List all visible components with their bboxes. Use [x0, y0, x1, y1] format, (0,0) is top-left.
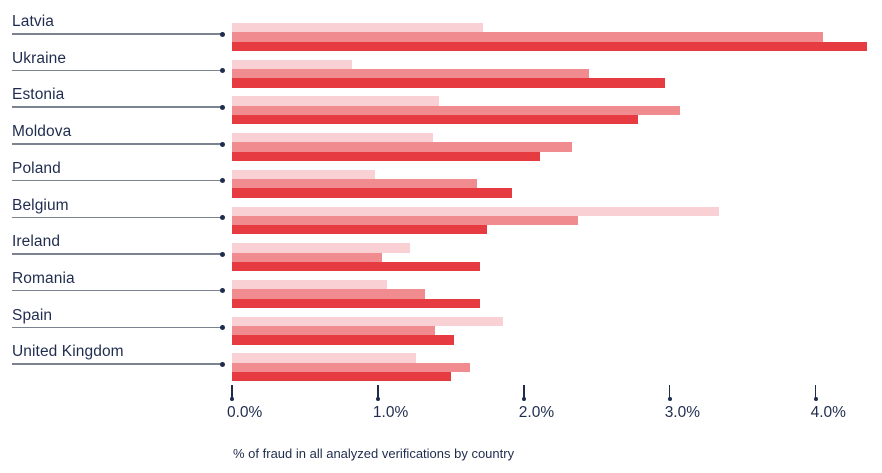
bar-medium-pink-series-estonia	[232, 105, 680, 116]
axis-tick-dot-icon	[813, 397, 818, 401]
bar-light-pink-series-belgium	[232, 206, 720, 216]
axis-tick	[523, 385, 525, 398]
bar-medium-pink-series-ireland	[232, 252, 383, 262]
bar-medium-pink-series-moldova	[232, 142, 572, 152]
leader-line	[12, 106, 222, 108]
bar-dark-red-series-poland	[232, 188, 513, 198]
bar-medium-pink-series-belgium	[232, 215, 578, 226]
bar-dark-red-series-estonia	[232, 115, 638, 125]
bar-medium-pink-series-spain	[232, 325, 435, 336]
bar-dark-red-series-united-kingdom	[232, 371, 451, 382]
leader-line	[12, 33, 222, 35]
bar-medium-pink-series-romania	[232, 289, 425, 299]
axis-tick-label: 0.0%	[227, 404, 263, 421]
bar-dark-red-series-romania	[232, 298, 481, 308]
bar-dark-red-series-latvia	[232, 41, 867, 51]
axis-tick	[377, 385, 379, 398]
leader-line	[12, 326, 222, 329]
axis-tick	[814, 385, 817, 398]
country-label: Moldova	[12, 123, 72, 141]
country-label: Ukraine	[12, 49, 67, 67]
bar-dark-red-series-ukraine	[232, 78, 666, 88]
leader-line	[12, 253, 222, 255]
country-label: Ireland	[12, 233, 61, 251]
leader-dot-icon	[219, 31, 225, 37]
bar-light-pink-series-ukraine	[232, 59, 352, 70]
bar-light-pink-series-poland	[232, 169, 375, 180]
bar-dark-red-series-spain	[232, 335, 454, 345]
bar-light-pink-series-united-kingdom	[232, 353, 416, 363]
country-label: Estonia	[12, 86, 65, 104]
bar-medium-pink-series-ukraine	[232, 69, 590, 79]
axis-tick-dot-icon	[521, 397, 526, 401]
axis-tick	[231, 385, 233, 398]
leader-dot-icon	[219, 178, 225, 184]
leader-dot-icon	[219, 325, 225, 331]
country-label: Poland	[12, 159, 61, 177]
bar-dark-red-series-belgium	[232, 225, 488, 235]
axis-tick-dot-icon	[375, 397, 380, 401]
bar-light-pink-series-estonia	[232, 96, 440, 106]
axis-tick-label: 1.0%	[372, 404, 409, 421]
bar-dark-red-series-moldova	[232, 151, 540, 162]
axis-tick-label: 2.0%	[518, 404, 555, 421]
chart-caption: % of fraud in all analyzed verifications…	[233, 446, 515, 461]
axis-tick-dot-icon	[667, 397, 672, 401]
leader-dot-icon	[219, 251, 225, 257]
leader-line	[12, 179, 222, 182]
leader-line	[12, 289, 222, 292]
country-label: Latvia	[12, 13, 54, 30]
leader-dot-icon	[219, 288, 225, 294]
bar-light-pink-series-latvia	[232, 23, 483, 33]
bar-medium-pink-series-poland	[232, 179, 478, 189]
leader-line	[12, 363, 222, 365]
axis-tick-dot-icon	[230, 397, 234, 401]
leader-line	[12, 69, 222, 72]
bar-light-pink-series-moldova	[232, 133, 434, 143]
country-label: United Kingdom	[12, 343, 124, 361]
axis-tick	[668, 385, 671, 398]
bar-light-pink-series-ireland	[232, 243, 410, 253]
leader-dot-icon	[219, 104, 225, 110]
leader-dot-icon	[219, 361, 225, 367]
leader-dot-icon	[219, 215, 225, 220]
country-label: Belgium	[12, 196, 69, 214]
leader-line	[12, 216, 222, 218]
bar-medium-pink-series-united-kingdom	[232, 362, 470, 372]
axis-tick-label: 4.0%	[810, 404, 846, 421]
country-label: Spain	[12, 306, 53, 324]
bar-light-pink-series-romania	[232, 279, 387, 290]
leader-line	[12, 143, 222, 145]
leader-dot-icon	[219, 68, 225, 74]
leader-dot-icon	[219, 141, 225, 147]
axis-tick-label: 3.0%	[664, 404, 701, 421]
bar-dark-red-series-ireland	[232, 261, 481, 272]
bar-light-pink-series-spain	[232, 316, 504, 326]
bar-medium-pink-series-latvia	[232, 32, 823, 42]
country-label: Romania	[12, 269, 75, 287]
